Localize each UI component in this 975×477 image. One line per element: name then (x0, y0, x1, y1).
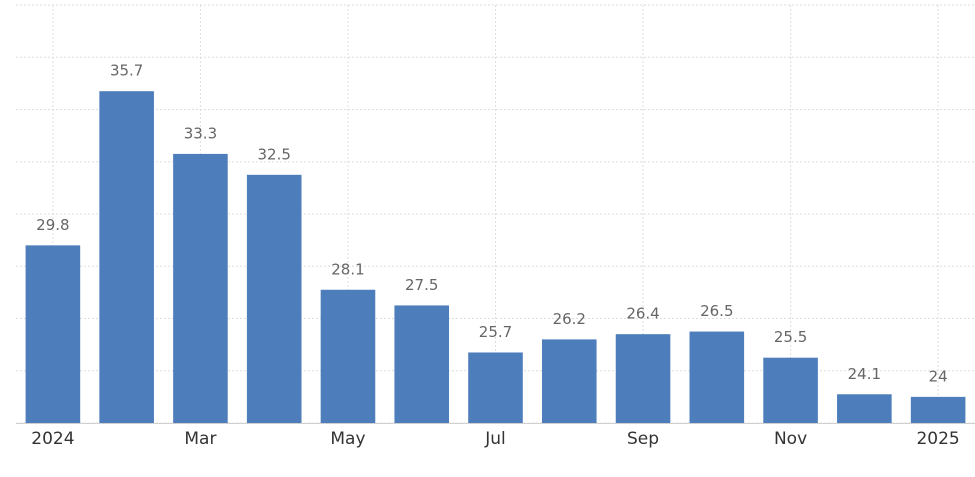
bar (541, 339, 597, 423)
value-label: 29.8 (36, 216, 69, 234)
bar (910, 396, 966, 423)
bar (615, 334, 671, 423)
value-label: 27.5 (405, 276, 438, 294)
x-tick-label: May (330, 429, 365, 449)
bar (468, 352, 523, 423)
value-label: 25.7 (479, 323, 512, 341)
x-tick-label: 2025 (916, 429, 959, 449)
bar (320, 289, 376, 423)
value-label: 24 (929, 367, 948, 385)
value-label: 24.1 (848, 365, 881, 383)
bar (173, 153, 228, 423)
bar (246, 174, 302, 423)
bar (25, 245, 81, 423)
bar (394, 305, 450, 423)
x-tick-label: Nov (774, 429, 807, 449)
value-label: 26.2 (553, 310, 586, 328)
bar (763, 357, 818, 423)
value-label: 35.7 (110, 62, 143, 80)
x-tick-label: Mar (184, 429, 216, 449)
value-label: 33.3 (184, 124, 217, 142)
value-label: 32.5 (257, 145, 290, 163)
x-tick-label: Sep (627, 429, 659, 449)
x-tick-label: Jul (484, 429, 506, 449)
x-tick-label: 2024 (31, 429, 74, 449)
bar (689, 331, 745, 423)
bar (99, 91, 154, 424)
value-label: 28.1 (331, 260, 364, 278)
bar (837, 394, 892, 423)
value-label: 26.4 (626, 305, 659, 323)
value-label: 26.5 (700, 302, 733, 320)
value-label: 25.5 (774, 328, 807, 346)
